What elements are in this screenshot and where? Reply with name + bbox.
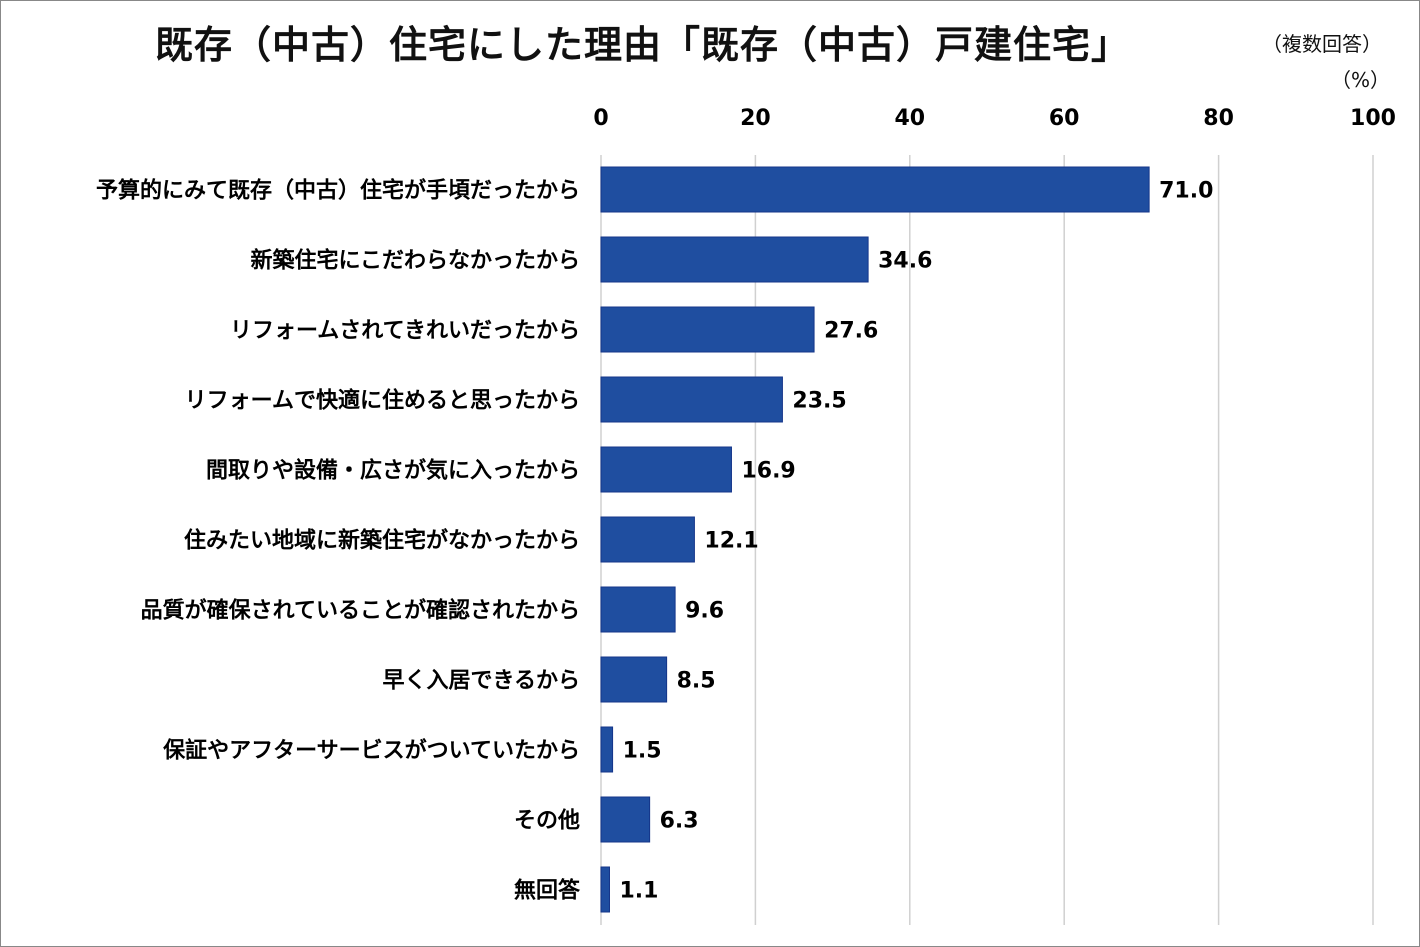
bar [600, 516, 695, 563]
data-label: 9.6 [685, 599, 724, 624]
bar [600, 376, 783, 423]
category-label: 住みたい地域に新築住宅がなかったから [184, 528, 580, 554]
category-label: 保証やアフターサービスがついていたから [162, 738, 580, 764]
category-label: リフォームされてきれいだったから [230, 319, 580, 344]
x-tick-label: 40 [894, 106, 925, 131]
data-label: 1.1 [619, 879, 658, 904]
data-label: 1.5 [623, 739, 662, 764]
data-label: 34.6 [878, 249, 932, 274]
category-label: 早く入居できるから [382, 669, 580, 694]
data-label: 12.1 [704, 529, 758, 554]
x-tick-label: 60 [1049, 106, 1080, 131]
bar [600, 726, 614, 773]
category-label: 品質が確保されていることが確認されたから [141, 598, 580, 624]
category-label: その他 [514, 809, 580, 834]
category-label: 新築住宅にこだわらなかったから [250, 248, 580, 274]
bar [600, 236, 869, 283]
bar [600, 166, 1150, 213]
chart-subtitle: （複数回答） [1262, 32, 1382, 56]
x-tick-label: 20 [740, 106, 771, 131]
bar [600, 796, 651, 843]
data-label: 23.5 [792, 389, 846, 414]
data-label: 6.3 [660, 809, 699, 834]
category-label: 間取りや設備・広さが気に入ったから [206, 458, 580, 484]
data-label: 27.6 [824, 319, 878, 344]
data-label: 71.0 [1159, 179, 1213, 204]
x-tick-label: 80 [1203, 106, 1234, 131]
bar [600, 306, 815, 353]
category-label: 予算的にみて既存（中古）住宅が手頃だったから [96, 178, 580, 204]
category-label: 無回答 [514, 878, 581, 904]
x-tick-label: 100 [1350, 106, 1396, 131]
bar [600, 866, 610, 913]
data-label: 16.9 [741, 459, 795, 484]
bar [600, 446, 732, 493]
data-label: 8.5 [677, 669, 716, 694]
chart-title: 既存（中古）住宅にした理由「既存（中古）戸建住宅」 [155, 23, 1131, 67]
category-label: リフォームで快適に住めると思ったから [185, 388, 580, 414]
x-tick-label: 0 [593, 106, 608, 131]
unit-label: （%） [1330, 68, 1390, 92]
bar [600, 586, 676, 633]
bar [600, 656, 668, 703]
